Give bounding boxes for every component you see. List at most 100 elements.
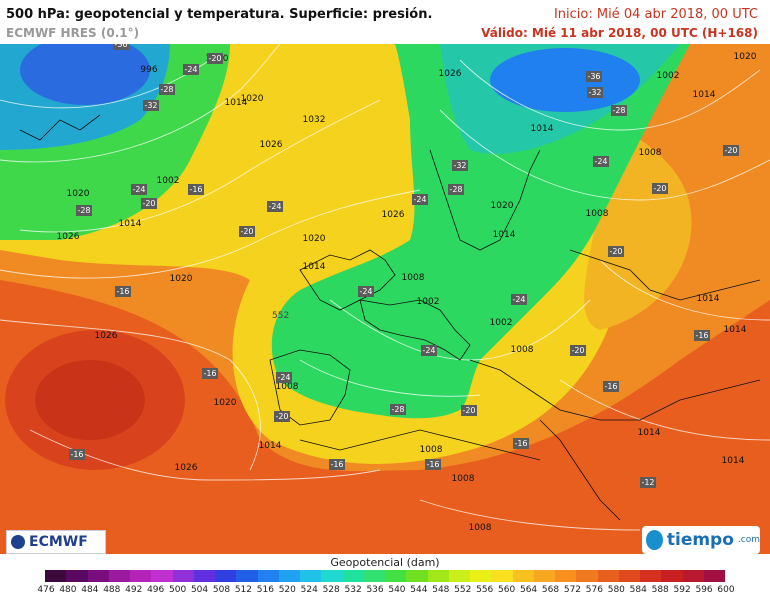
legend-tick-label: 480 — [59, 585, 77, 595]
legend-swatch — [661, 570, 683, 582]
svg-text:-20: -20 — [724, 146, 737, 155]
temperature-label: -20 — [239, 226, 255, 237]
svg-text:-16: -16 — [116, 287, 129, 296]
legend-tick-label: 512 — [234, 585, 252, 595]
svg-text:-20: -20 — [240, 227, 253, 236]
legend-tick-label: 552 — [454, 585, 472, 595]
isobar-label: 1026 — [95, 331, 118, 341]
legend-tick-label: 580 — [607, 585, 625, 595]
temperature-label: -24 — [131, 184, 147, 195]
legend-tick-label: 536 — [366, 585, 384, 595]
temperature-label: -36 — [586, 71, 602, 82]
legend-tick-label: 584 — [629, 585, 647, 595]
isobar-label: 1008 — [452, 474, 475, 484]
contour-label-552: 552 — [272, 311, 289, 321]
temperature-label: -24 — [421, 345, 437, 356]
coastlines — [19, 114, 761, 521]
warm-field-south — [0, 280, 770, 554]
isobar-label: 1032 — [303, 115, 326, 125]
isobar-label: 1014 — [722, 456, 745, 466]
temperature-label: -24 — [183, 64, 199, 75]
isobar-label: 1026 — [382, 210, 405, 220]
temperature-label: -36 — [113, 44, 129, 50]
legend-tick-label: 488 — [103, 585, 121, 595]
temperature-label: -16 — [603, 381, 619, 392]
isobar-label: 1014 — [225, 98, 248, 108]
svg-text:-16: -16 — [604, 382, 617, 391]
isobar-label: 1008 — [402, 273, 425, 283]
map-title: 500 hPa: geopotencial y temperatura. Sup… — [6, 7, 433, 22]
temperature-label: -16 — [513, 438, 529, 449]
legend-swatch — [45, 570, 67, 582]
legend-swatch — [618, 570, 640, 582]
legend-swatch — [682, 570, 704, 582]
scandinavian-trough — [271, 44, 690, 419]
init-time: Inicio: Mié 04 abr 2018, 00 UTC — [553, 7, 758, 22]
legend-swatch — [342, 570, 364, 582]
legend-swatch — [512, 570, 534, 582]
isobar-label: 1020 — [67, 189, 90, 199]
isobar-label: 1020 — [214, 398, 237, 408]
svg-text:-28: -28 — [160, 85, 173, 94]
svg-text:-24: -24 — [422, 346, 435, 355]
color-legend: Geopotencial (dam) 476 480 484 488 492 496 500… — [0, 554, 770, 601]
isobar-label: 1026 — [57, 232, 80, 242]
valid-time: Válido: Mié 11 abr 2018, 00 UTC (H+168) — [481, 26, 758, 40]
ecmwf-logo-icon — [11, 535, 25, 549]
isobar-label: 996 — [140, 65, 157, 75]
svg-text:-20: -20 — [275, 412, 288, 421]
isobar-label: 1014 — [119, 219, 142, 229]
temperature-label: -20 — [652, 183, 668, 194]
temperature-label: -24 — [412, 194, 428, 205]
svg-text:-24: -24 — [132, 185, 145, 194]
legend-swatch — [555, 570, 577, 582]
temperature-label: -16 — [329, 459, 345, 470]
svg-text:-20: -20 — [653, 184, 666, 193]
legend-swatch — [215, 570, 237, 582]
legend-tick-label: 548 — [432, 585, 450, 595]
isobar-label: 1008 — [276, 382, 299, 392]
temperature-label: -24 — [267, 201, 283, 212]
isobar-label: 1008 — [420, 445, 443, 455]
temperature-label: -28 — [76, 205, 92, 216]
svg-text:-20: -20 — [142, 199, 155, 208]
isobar-label: 1002 — [157, 176, 180, 186]
temperature-label: -20 — [461, 405, 477, 416]
isobar-label: 1014 — [531, 124, 554, 134]
temperature-label: -16 — [188, 184, 204, 195]
svg-text:-12: -12 — [641, 478, 654, 487]
isobar-label: 1020 — [734, 52, 757, 62]
legend-swatch — [257, 570, 279, 582]
temperature-label: -16 — [425, 459, 441, 470]
legend-tick-label: 556 — [476, 585, 494, 595]
svg-text:-16: -16 — [426, 460, 439, 469]
isobar-label: 1008 — [586, 209, 609, 219]
temperature-label: -20 — [274, 411, 290, 422]
model-name: ECMWF HRES (0.1°) — [6, 26, 140, 40]
temperature-label: -24 — [511, 294, 527, 305]
legend-tick-label: 500 — [169, 585, 187, 595]
svg-text:-16: -16 — [514, 439, 527, 448]
isobar-label: 1014 — [697, 294, 720, 304]
isobar-label: 1014 — [693, 90, 716, 100]
isobar-label: 1008 — [469, 523, 492, 533]
temperature-label: -16 — [69, 449, 85, 460]
svg-text:-24: -24 — [359, 287, 372, 296]
temperature-label: -16 — [202, 368, 218, 379]
legend-swatch — [151, 570, 173, 582]
temperature-label: -32 — [587, 87, 603, 98]
legend-tick-label: 544 — [410, 585, 428, 595]
legend-swatch — [470, 570, 492, 582]
legend-tick-label: 476 — [37, 585, 55, 595]
temperature-label: -20 — [570, 345, 586, 356]
legend-swatch — [172, 570, 194, 582]
tiempo-logo: tiempo .com — [642, 526, 760, 554]
isobar-labels: 996 1020 1014 1020 1026 1032 1026 1014 1002 1020 1… — [57, 52, 757, 533]
isobar-label: 1020 — [303, 234, 326, 244]
temperature-label: -28 — [448, 184, 464, 195]
legend-swatch — [491, 570, 513, 582]
isobar-label: 1014 — [259, 441, 282, 451]
svg-text:-36: -36 — [587, 72, 600, 81]
temperature-label: -20 — [608, 246, 624, 257]
svg-text:-24: -24 — [268, 202, 281, 211]
